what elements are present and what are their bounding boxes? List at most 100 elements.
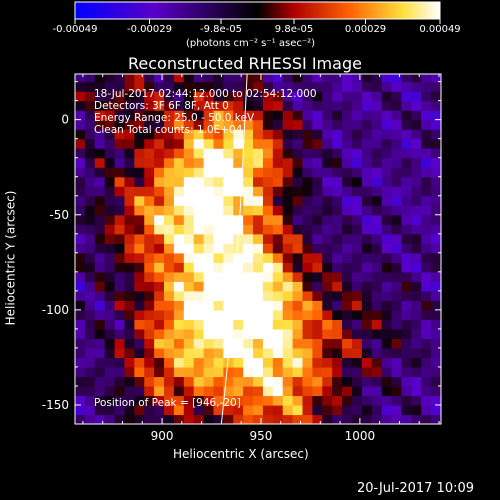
heatmap-cell: [411, 347, 422, 359]
heatmap-cell: [213, 74, 224, 83]
heatmap-cell: [322, 319, 333, 330]
heatmap-cell: [94, 281, 106, 292]
heatmap-cell: [332, 366, 343, 378]
heatmap-cell: [114, 366, 126, 378]
heatmap-cell: [134, 176, 145, 187]
heatmap-cell: [233, 300, 244, 311]
heatmap-cell: [173, 74, 185, 83]
heatmap-cell: [183, 338, 195, 349]
heatmap-cell: [391, 385, 403, 397]
heatmap-cell: [431, 414, 441, 424]
heatmap-cell: [233, 309, 244, 320]
heatmap-cell: [302, 395, 314, 406]
heatmap-cell: [164, 110, 175, 121]
heatmap-cell: [391, 167, 403, 178]
heatmap-cell: [75, 395, 86, 406]
heatmap-cell: [75, 328, 86, 340]
heatmap-cell: [381, 74, 393, 83]
heatmap-cell: [342, 148, 353, 159]
heatmap-cell: [154, 205, 165, 216]
heatmap-cell: [193, 224, 205, 235]
heatmap-cell: [381, 281, 393, 292]
heatmap-cell: [332, 252, 343, 263]
heatmap-cell: [322, 300, 333, 311]
heatmap-cell: [391, 233, 403, 244]
heatmap-cell: [213, 338, 224, 349]
heatmap-cell: [253, 233, 264, 244]
heatmap-cell: [371, 366, 383, 378]
heatmap-cell: [203, 414, 215, 424]
heatmap-cell: [262, 281, 274, 292]
heatmap-cell: [154, 110, 165, 121]
y-axis-ticks: 0 -50 -100 -150: [42, 81, 441, 425]
heatmap-cell: [94, 110, 106, 121]
heatmap-cell: [253, 366, 264, 378]
info-total-counts: Clean Total counts: 1.0E+04: [94, 124, 243, 136]
heatmap-cell: [183, 81, 195, 92]
heatmap-cell: [431, 243, 441, 254]
heatmap-cell: [431, 91, 441, 102]
heatmap-cell: [411, 167, 422, 178]
heatmap-cell: [322, 91, 333, 102]
heatmap-cell: [342, 414, 353, 424]
heatmap-cell: [253, 243, 264, 254]
heatmap-cell: [302, 243, 314, 254]
heatmap-cell: [94, 129, 106, 140]
heatmap-cell: [351, 395, 363, 406]
heatmap-cell: [431, 252, 441, 263]
heatmap-cell: [401, 81, 412, 92]
heatmap-cell: [302, 252, 314, 263]
heatmap-cell: [391, 357, 403, 368]
heatmap-cell: [154, 129, 165, 140]
heatmap-cell: [243, 186, 254, 197]
heatmap-cell: [401, 91, 412, 102]
heatmap-cell: [183, 205, 195, 216]
heatmap-cell: [94, 81, 106, 92]
heatmap-cell: [233, 214, 244, 225]
heatmap-cell: [144, 129, 155, 140]
heatmap-cell: [203, 138, 215, 149]
heatmap-cell: [75, 157, 86, 168]
heatmap-cell: [272, 157, 284, 168]
heatmap-cell: [213, 205, 224, 216]
heatmap-cell: [312, 366, 323, 378]
heatmap-cell: [104, 243, 116, 254]
heatmap-cell: [154, 176, 165, 187]
heatmap-cell: [351, 205, 363, 216]
heatmap-cell: [173, 290, 185, 301]
heatmap-cell: [84, 91, 96, 102]
heatmap-cell: [104, 385, 116, 397]
heatmap-cell: [84, 290, 96, 301]
heatmap-cell: [302, 224, 314, 235]
heatmap-cell: [173, 338, 185, 349]
heatmap-cell: [292, 138, 304, 149]
heatmap-cell: [282, 186, 294, 197]
heatmap-cell: [173, 167, 185, 178]
heatmap-cell: [114, 81, 126, 92]
heatmap-cell: [253, 224, 264, 235]
heatmap-cell: [302, 167, 314, 178]
heatmap-cell: [342, 167, 353, 178]
heatmap-cell: [253, 281, 264, 292]
heatmap-cell: [391, 91, 403, 102]
heatmap-cell: [322, 357, 333, 368]
heatmap-cell: [243, 300, 254, 311]
heatmap-cell: [75, 205, 86, 216]
heatmap-cell: [223, 233, 234, 244]
heatmap-cell: [371, 271, 383, 282]
heatmap-cell: [75, 385, 86, 397]
heatmap-cell: [253, 271, 264, 282]
heatmap-cell: [391, 271, 403, 282]
heatmap-cell: [391, 214, 403, 225]
heatmap-cell: [193, 157, 205, 168]
heatmap-cell: [421, 176, 432, 187]
heatmap-cell: [94, 290, 106, 301]
heatmap-cell: [223, 395, 234, 406]
heatmap-cell: [233, 281, 244, 292]
heatmap-cell: [84, 129, 96, 140]
heatmap-cell: [253, 195, 264, 206]
heatmap-cell: [124, 195, 135, 206]
heatmap-cell: [243, 129, 254, 140]
heatmap-cell: [213, 357, 224, 368]
heatmap-cell: [421, 138, 432, 149]
